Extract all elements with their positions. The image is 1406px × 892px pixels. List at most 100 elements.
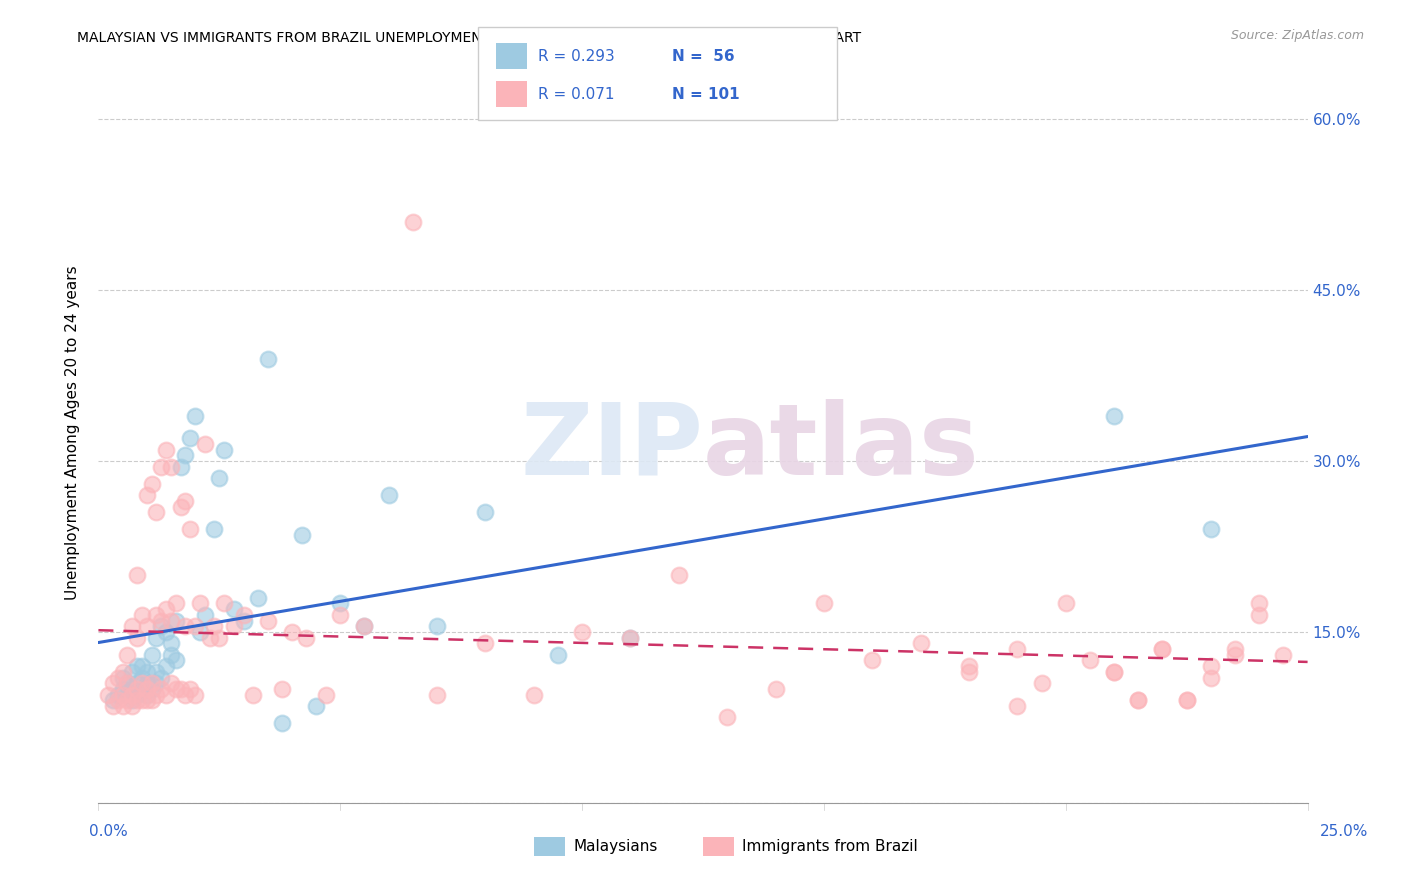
Point [1007,698,1029,713]
Point [127,659,149,673]
Point [141,648,163,662]
Point [145,505,167,519]
Point [145,676,167,690]
Point [155,624,177,639]
Text: Source: ZipAtlas.com: Source: ZipAtlas.com [1230,29,1364,42]
Point [135,693,157,707]
Point [256,351,278,366]
Point [1152,642,1174,657]
Point [208,631,231,645]
Point [474,636,496,650]
Text: 0.0%: 0.0% [89,824,128,838]
Text: Immigrants from Brazil: Immigrants from Brazil [742,839,918,854]
Point [117,688,139,702]
Point [165,597,187,611]
Point [1054,597,1077,611]
Point [353,619,375,633]
Point [111,698,134,713]
Point [169,681,191,696]
Point [222,619,245,633]
Point [107,671,129,685]
Point [1249,597,1271,611]
Point [174,688,197,702]
Point [1272,648,1295,662]
Point [117,676,139,690]
Point [247,591,270,605]
Point [111,681,134,696]
Point [135,681,157,696]
Point [1031,676,1053,690]
Point [571,624,593,639]
Point [619,631,641,645]
Point [127,568,149,582]
Point [668,568,690,582]
Point [165,614,187,628]
Point [127,631,149,645]
Point [523,688,546,702]
Point [184,688,207,702]
Point [426,619,449,633]
Point [1223,642,1246,657]
Point [1128,693,1150,707]
Point [1223,648,1246,662]
Point [290,528,312,542]
Point [174,494,197,508]
Point [305,698,328,713]
Point [121,619,143,633]
Point [271,716,294,731]
Text: N = 101: N = 101 [672,87,740,103]
Point [184,619,207,633]
Point [141,693,163,707]
Point [474,505,496,519]
Text: Malaysians: Malaysians [574,839,658,854]
Point [121,665,143,679]
Point [212,597,235,611]
Point [155,659,177,673]
Point [107,688,129,702]
Point [135,619,157,633]
Point [127,693,149,707]
Y-axis label: Unemployment Among Ages 20 to 24 years: Unemployment Among Ages 20 to 24 years [65,265,80,600]
Point [353,619,375,633]
Point [135,676,157,690]
Point [716,710,738,724]
Point [111,671,134,685]
Point [121,681,143,696]
Point [194,437,217,451]
Point [204,523,226,537]
Point [135,488,157,502]
Point [145,665,167,679]
Point [1007,642,1029,657]
Point [619,631,641,645]
Point [150,614,173,628]
Point [155,442,177,457]
Point [860,653,883,667]
Point [121,688,143,702]
Point [117,676,139,690]
Point [1128,693,1150,707]
Point [117,693,139,707]
Point [174,449,197,463]
Point [101,676,124,690]
Point [131,681,153,696]
Point [295,631,318,645]
Point [256,614,278,628]
Point [1249,607,1271,622]
Point [957,665,980,679]
Point [1078,653,1101,667]
Point [131,693,153,707]
Point [242,688,264,702]
Point [188,624,211,639]
Point [160,459,183,474]
Point [179,431,201,445]
Point [145,631,167,645]
Point [141,681,163,696]
Point [121,698,143,713]
Point [281,624,304,639]
Point [165,653,187,667]
Point [232,607,254,622]
Point [141,476,163,491]
Point [212,442,235,457]
Point [160,648,183,662]
Point [179,681,201,696]
